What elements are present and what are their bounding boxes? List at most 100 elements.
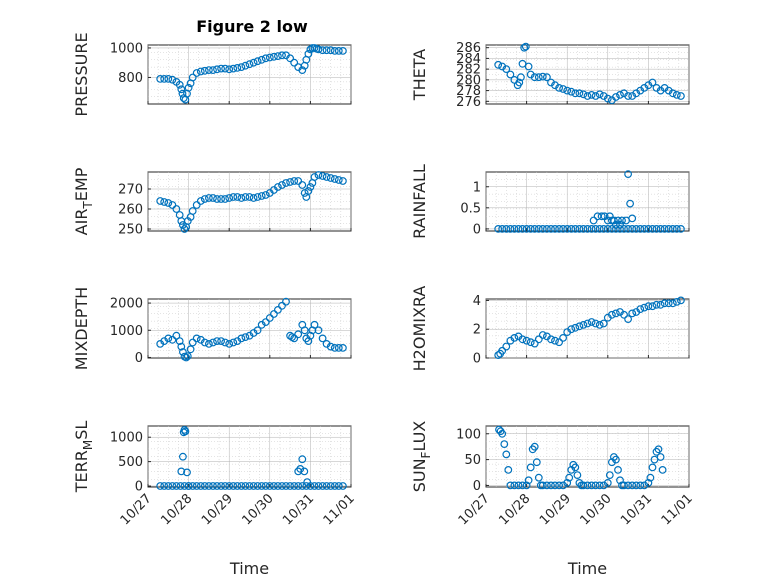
data-point [543, 73, 551, 82]
data-point [310, 482, 319, 490]
data-point [192, 69, 201, 77]
data-point [304, 50, 313, 58]
data-point [543, 481, 551, 490]
x-tick-label: 10/31 [618, 491, 655, 528]
data-point [274, 183, 282, 191]
data-point [608, 310, 616, 319]
data-point [229, 193, 238, 201]
data-point [656, 224, 665, 233]
subplot-6: 0 2 4 H2OMIXRA [410, 286, 690, 371]
data-point [587, 90, 596, 99]
y-tick-label: 4 [473, 294, 481, 309]
data-point [532, 458, 541, 467]
data-point [233, 63, 242, 72]
data-point [200, 66, 209, 75]
data-point [200, 195, 209, 203]
data-point [217, 482, 226, 490]
data-point [534, 224, 543, 233]
y-tick-label: 276 [456, 95, 481, 110]
x-tick-label: 10/30 [578, 491, 615, 528]
data-point [184, 482, 193, 490]
data-point [648, 78, 657, 87]
data-point [559, 224, 567, 233]
data-point [310, 173, 319, 181]
data-point [524, 476, 533, 485]
data-point [241, 333, 250, 342]
data-point [628, 309, 637, 318]
data-point [334, 482, 343, 490]
subplot-3: 250 260 270 AIRTEMP [72, 167, 352, 238]
x-tick-label: 11/01 [659, 491, 696, 528]
data-point [261, 482, 270, 490]
data-point [514, 481, 523, 490]
data-point [209, 194, 217, 202]
data-point [551, 336, 559, 345]
data-point [160, 198, 169, 206]
subplot-8: 0 50 100 10/27 10/28 10/29 10/30 10/31 11/01 SUNF… [410, 421, 696, 578]
data-point [620, 310, 628, 319]
data-point [178, 348, 187, 356]
data-point [547, 335, 555, 344]
data-point [518, 224, 527, 233]
data-point [300, 326, 309, 335]
data-point [658, 466, 667, 474]
data-point [261, 318, 270, 327]
data-point [567, 325, 576, 334]
data-point [517, 73, 525, 82]
data-point [177, 342, 186, 351]
data-point [178, 452, 187, 461]
data-point [233, 193, 242, 201]
data-point [502, 342, 511, 351]
data-point [583, 92, 592, 100]
data-point [677, 296, 685, 305]
x-tick-label: 10/27 [118, 491, 155, 528]
data-point [265, 314, 274, 322]
data-point [213, 195, 221, 203]
data-point [530, 442, 539, 451]
y-tick-label: 1 [473, 180, 481, 195]
data-point [672, 298, 681, 306]
data-point [502, 450, 511, 459]
data-point [500, 440, 509, 449]
data-point [567, 466, 576, 474]
data-point [498, 346, 507, 355]
data-point [282, 179, 290, 187]
data-point [160, 482, 169, 490]
x-tick-label: 10/29 [537, 491, 574, 528]
data-point [571, 323, 580, 332]
data-point [583, 224, 592, 233]
data-point [534, 473, 543, 482]
data-point [559, 334, 567, 342]
data-point [632, 481, 641, 490]
y-tick-label: 0 [135, 480, 143, 495]
data-point [188, 482, 197, 490]
data-point [209, 482, 217, 490]
data-point [164, 74, 173, 83]
data-point [294, 330, 303, 339]
data-point [164, 482, 173, 490]
data-point [172, 482, 181, 490]
x-axis-label: Time [229, 559, 269, 578]
data-point [209, 338, 217, 347]
data-point [614, 216, 622, 225]
data-point [294, 177, 303, 185]
data-point [504, 466, 513, 474]
data-point [555, 338, 563, 347]
data-point [559, 85, 567, 93]
y-tick-label: 270 [118, 183, 143, 198]
data-point [322, 482, 331, 490]
data-point [314, 326, 323, 335]
data-point [326, 174, 335, 182]
data-point [326, 342, 335, 351]
data-point [237, 334, 246, 343]
data-point [306, 183, 315, 191]
data-point [628, 214, 637, 223]
data-point [180, 225, 189, 233]
data-point [196, 67, 205, 76]
data-point [257, 192, 266, 200]
x-tick-label: 10/28 [496, 491, 533, 528]
data-point [534, 335, 543, 344]
data-point [547, 224, 555, 233]
